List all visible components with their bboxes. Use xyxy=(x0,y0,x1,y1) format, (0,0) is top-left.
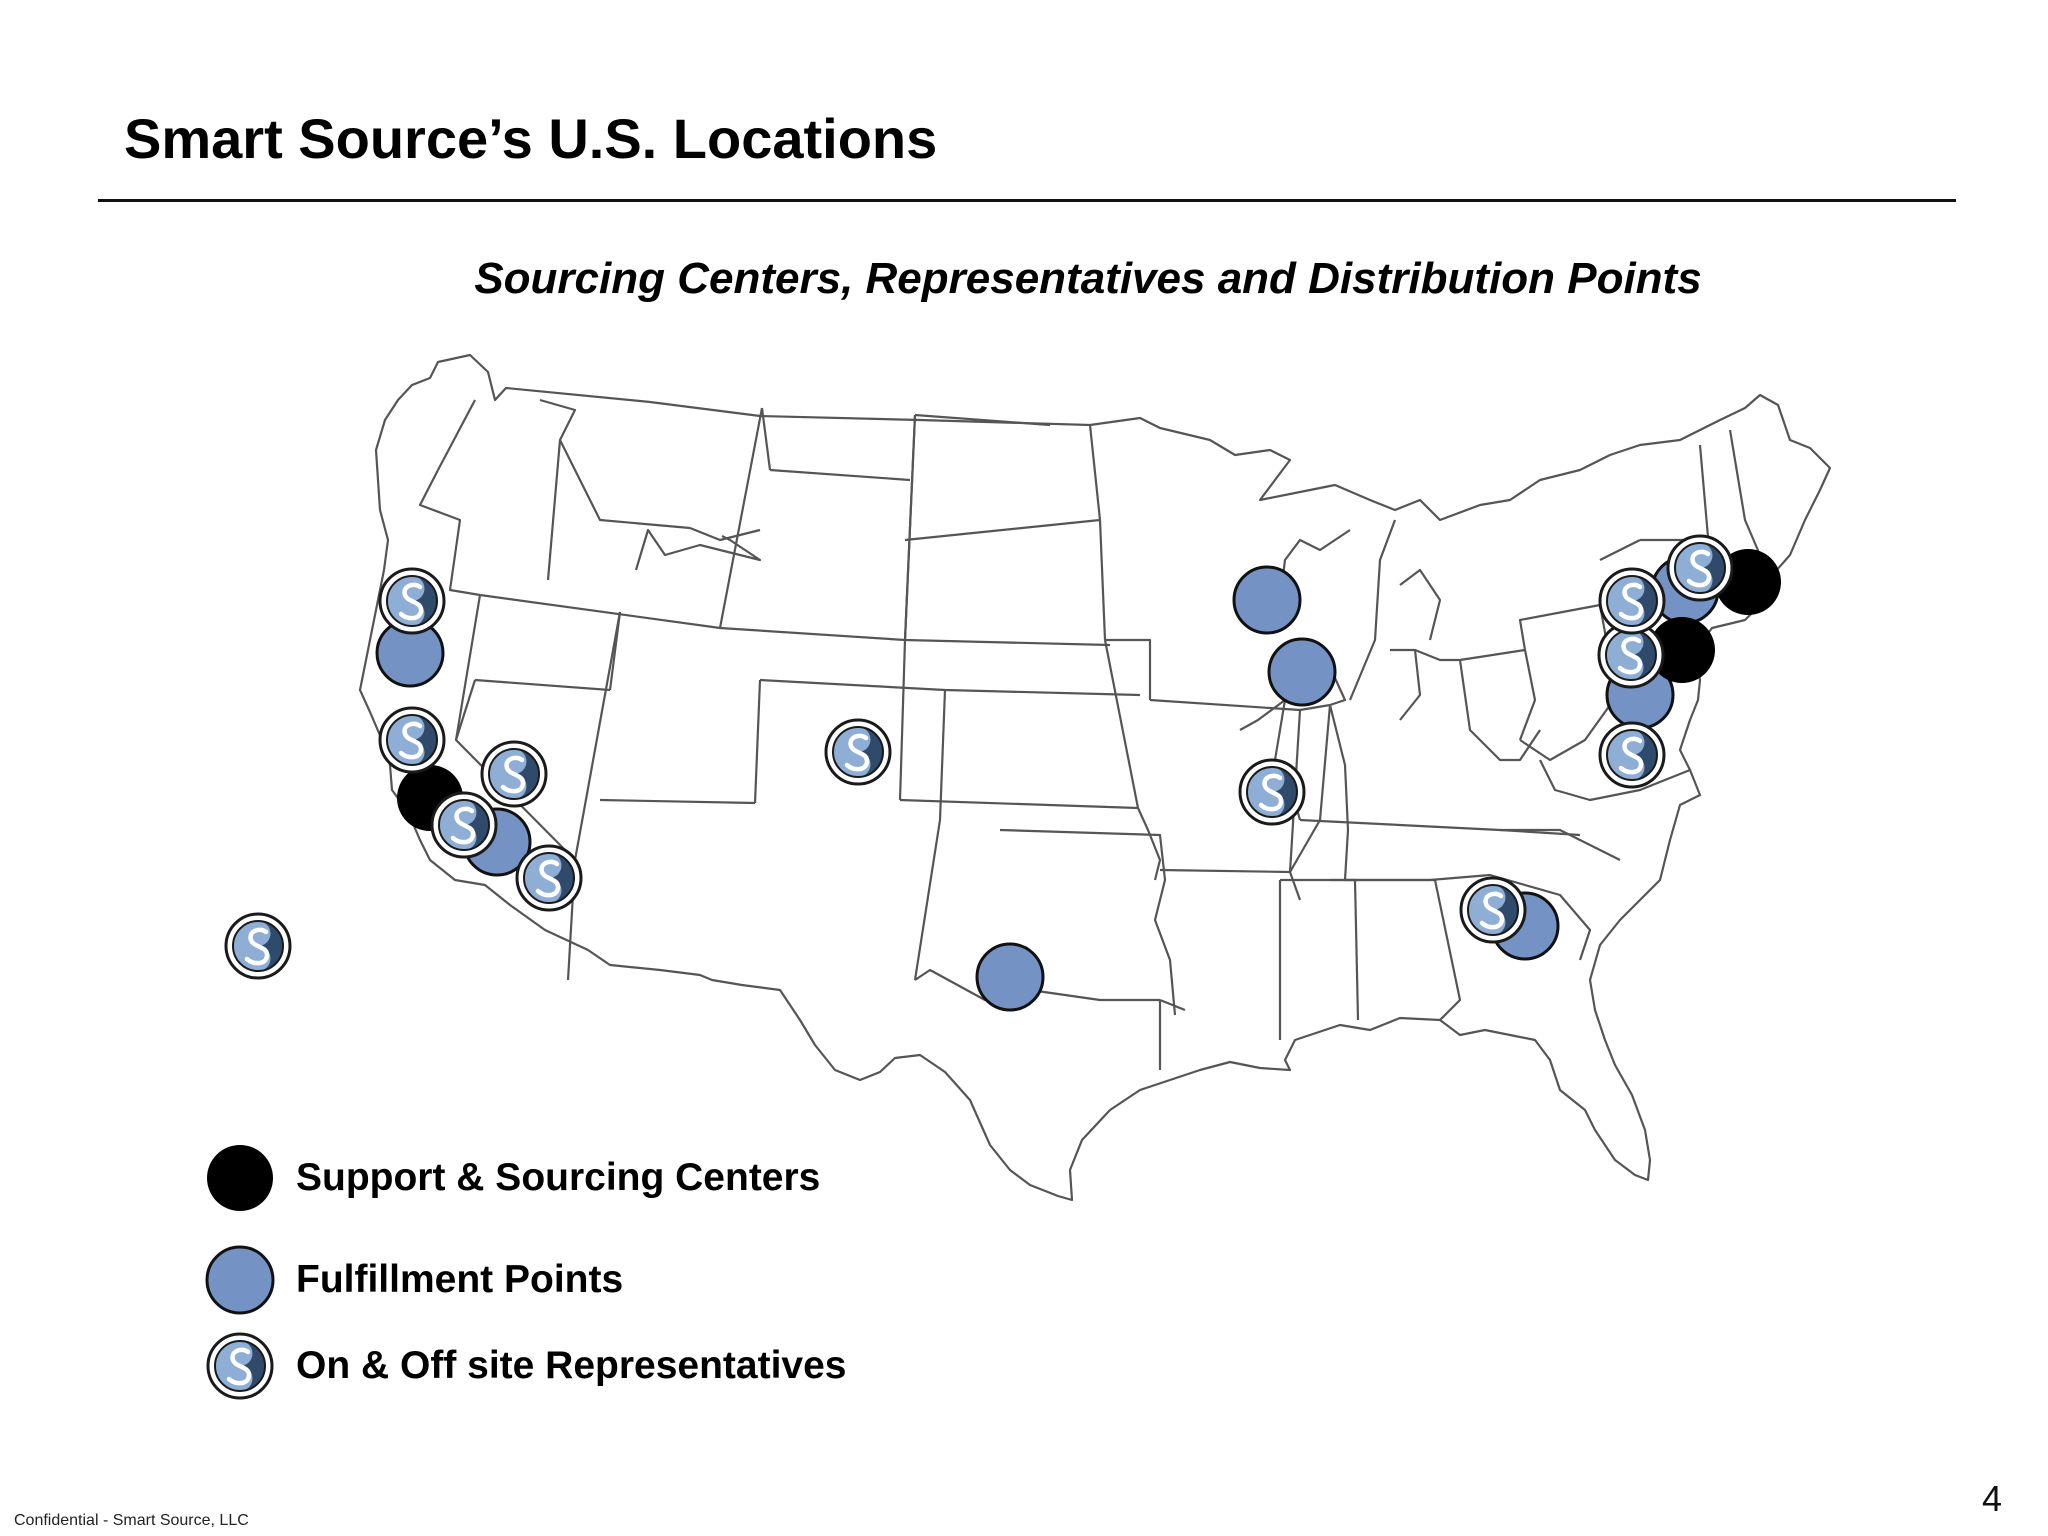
page-number: 4 xyxy=(1981,1478,2002,1519)
legend-label-representatives: On & Off site Representatives xyxy=(296,1344,847,1387)
map-subtitle: Sourcing Centers, Representatives and Di… xyxy=(474,254,1702,303)
legend-item-support: Support & Sourcing Centers xyxy=(204,1142,820,1214)
legend-label-support: Support & Sourcing Centers xyxy=(296,1156,821,1199)
title-divider xyxy=(98,199,1956,202)
rep-marker-new-york xyxy=(1600,569,1664,633)
rep-marker-colorado xyxy=(826,720,890,784)
rep-marker-georgia xyxy=(1461,878,1525,942)
fulfillment-marker-texas xyxy=(975,942,1045,1012)
rep-marker-new-england xyxy=(1668,536,1732,600)
rep-marker-virginia xyxy=(1600,723,1664,787)
rep-marker-missouri xyxy=(1240,760,1304,824)
legend-label-fulfillment: Fulfillment Points xyxy=(296,1258,624,1301)
rep-marker-northern-california xyxy=(380,569,444,633)
fulfillment-marker-illinois xyxy=(1267,637,1337,707)
rep-marker-central-california xyxy=(380,708,444,772)
legend-item-representatives: On & Off site Representatives xyxy=(204,1330,847,1402)
confidential-footer: Confidential - Smart Source, LLC xyxy=(14,1512,249,1529)
rep-marker-nevada xyxy=(482,742,546,806)
fulfillment-legend-icon xyxy=(205,1245,275,1315)
representative-legend-icon xyxy=(204,1330,276,1402)
state-borders xyxy=(358,353,1832,1202)
us-outline xyxy=(358,353,1832,1202)
page-title: Smart Source’s U.S. Locations xyxy=(124,107,938,170)
fulfillment-marker-wisconsin xyxy=(1232,565,1302,635)
legend-item-fulfillment: Fulfillment Points xyxy=(204,1244,623,1316)
rep-marker-los-angeles xyxy=(432,793,496,857)
rep-marker-san-diego xyxy=(517,846,581,910)
support-legend-icon xyxy=(207,1145,273,1211)
rep-marker-hawaii xyxy=(226,914,290,978)
